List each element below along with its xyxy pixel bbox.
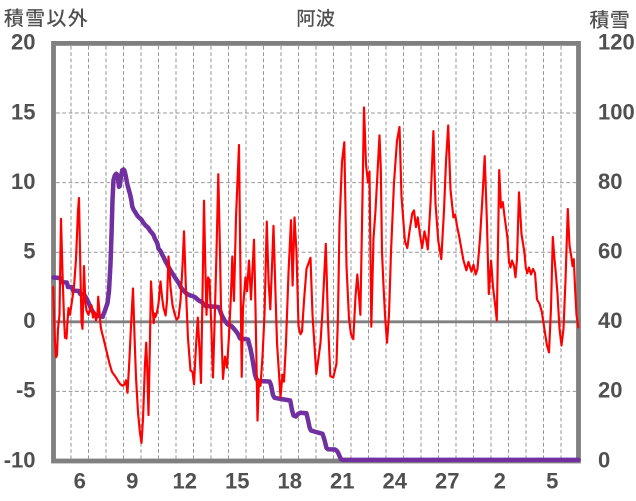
svg-text:20: 20 <box>11 30 35 55</box>
svg-text:10: 10 <box>11 169 35 194</box>
svg-text:0: 0 <box>598 447 610 472</box>
svg-text:5: 5 <box>23 239 35 264</box>
svg-text:27: 27 <box>435 469 459 494</box>
svg-text:120: 120 <box>598 30 635 55</box>
svg-text:60: 60 <box>598 239 622 264</box>
svg-text:9: 9 <box>126 469 138 494</box>
svg-text:21: 21 <box>330 469 354 494</box>
svg-text:2: 2 <box>494 469 506 494</box>
svg-text:18: 18 <box>278 469 302 494</box>
svg-text:20: 20 <box>598 378 622 403</box>
svg-text:5: 5 <box>546 469 558 494</box>
svg-text:-5: -5 <box>16 378 36 403</box>
svg-text:15: 15 <box>225 469 249 494</box>
svg-text:80: 80 <box>598 169 622 194</box>
svg-text:6: 6 <box>74 469 86 494</box>
svg-text:100: 100 <box>598 99 635 124</box>
svg-text:15: 15 <box>11 99 35 124</box>
svg-text:12: 12 <box>173 469 197 494</box>
svg-text:24: 24 <box>383 469 408 494</box>
svg-text:-10: -10 <box>4 447 36 472</box>
svg-text:0: 0 <box>23 308 35 333</box>
svg-text:40: 40 <box>598 308 622 333</box>
